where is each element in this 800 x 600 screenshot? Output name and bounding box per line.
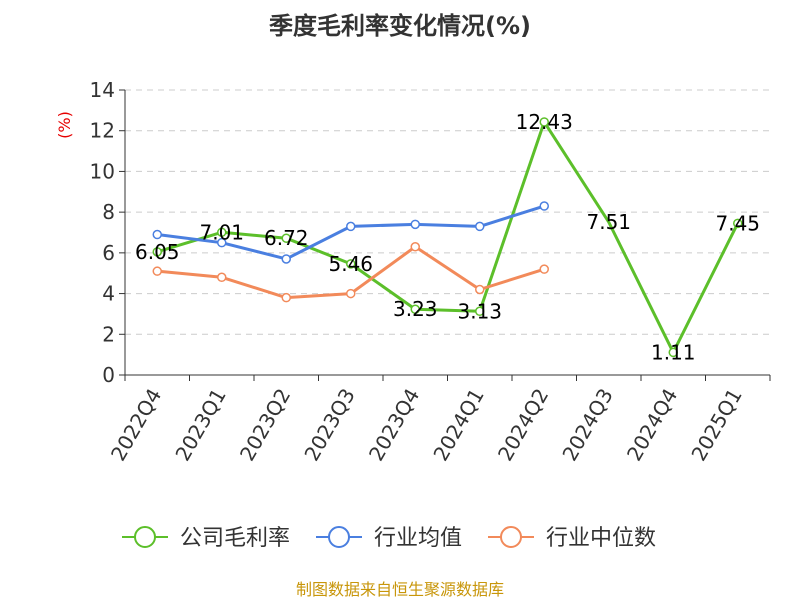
legend-label-1: 行业均值 [374,526,462,551]
source-note: 制图数据来自恒生聚源数据库 [296,580,504,599]
y-tick-label: 0 [102,363,115,387]
data-point-2 [539,264,549,274]
x-tick-label: 2025Q1 [686,384,746,465]
legend-label-0: 公司毛利率 [180,526,290,551]
legend-label-2: 行业中位数 [546,526,656,551]
data-label: 6.72 [264,226,309,250]
data-point-2 [217,272,227,283]
data-point-1 [346,221,356,232]
data-label: 3.23 [393,297,438,321]
y-tick-label: 4 [102,282,115,306]
legend-marker-1 [328,526,350,548]
y-tick-labels: 0 2 4 6 8 10 12 14 [90,78,115,387]
data-point-0 [668,347,678,358]
data-point-1 [152,229,162,240]
series-line-0 [156,120,740,354]
data-label: 12.43 [516,110,573,134]
series-lines [152,117,743,358]
y-axis-label: (%) [55,111,74,139]
data-point-2 [475,284,485,295]
data-point-0 [539,117,549,127]
x-tick-label: 2023Q4 [364,384,424,465]
x-tick-label: 2024Q3 [557,384,617,465]
x-tick-label: 2023Q1 [170,384,230,465]
data-label: 3.13 [457,299,502,323]
data-point-0 [217,227,227,238]
x-tick-label: 2022Q4 [106,384,166,465]
gridlines [125,89,770,335]
y-tick-label: 14 [90,78,115,102]
data-point-1 [217,237,227,248]
axes [119,89,771,381]
data-point-0 [346,259,356,269]
x-tick-label: 2024Q2 [493,384,553,465]
data-point-0 [733,218,743,229]
data-point-0 [410,304,420,314]
x-tick-label: 2023Q2 [235,384,295,465]
chart-title: 季度毛利率变化情况(%) [269,12,531,40]
y-tick-label: 2 [102,322,115,346]
data-point-2 [410,242,420,252]
x-tick-label: 2023Q3 [299,384,359,465]
data-point-0 [475,306,485,317]
y-tick-label: 10 [90,159,115,183]
data-point-2 [346,288,356,299]
data-label: 6.05 [135,240,180,264]
x-tick-labels: 2022Q4 2023Q1 2023Q2 2023Q3 2023Q4 2024Q1 2024… [106,384,747,465]
data-point-0 [281,233,291,243]
data-label: 5.46 [328,252,373,276]
data-point-1 [539,201,549,211]
legend-marker-2 [500,526,522,548]
data-point-2 [281,292,291,303]
y-tick-label: 6 [102,241,115,265]
data-label: 7.51 [586,210,631,234]
data-label: 1.11 [651,340,696,364]
y-tick-label: 8 [102,200,115,224]
x-tick-label: 2024Q1 [428,384,488,465]
data-point-1 [475,221,485,232]
x-tick-label: 2024Q4 [622,384,682,465]
y-tick-label: 12 [90,119,115,143]
data-point-1 [281,254,291,264]
data-label: 7.45 [715,211,760,235]
data-point-0 [152,247,162,257]
data-point-1 [410,219,420,230]
data-point-2 [152,266,162,276]
legend-marker-0 [134,526,156,548]
data-label: 7.01 [199,220,244,244]
data-labels: 6.05 7.01 6.72 5.46 3.23 3.13 12.43 7.51 1.11 7.4… [135,110,760,364]
legend: 公司毛利率 行业均值 行业中位数 [122,526,656,551]
